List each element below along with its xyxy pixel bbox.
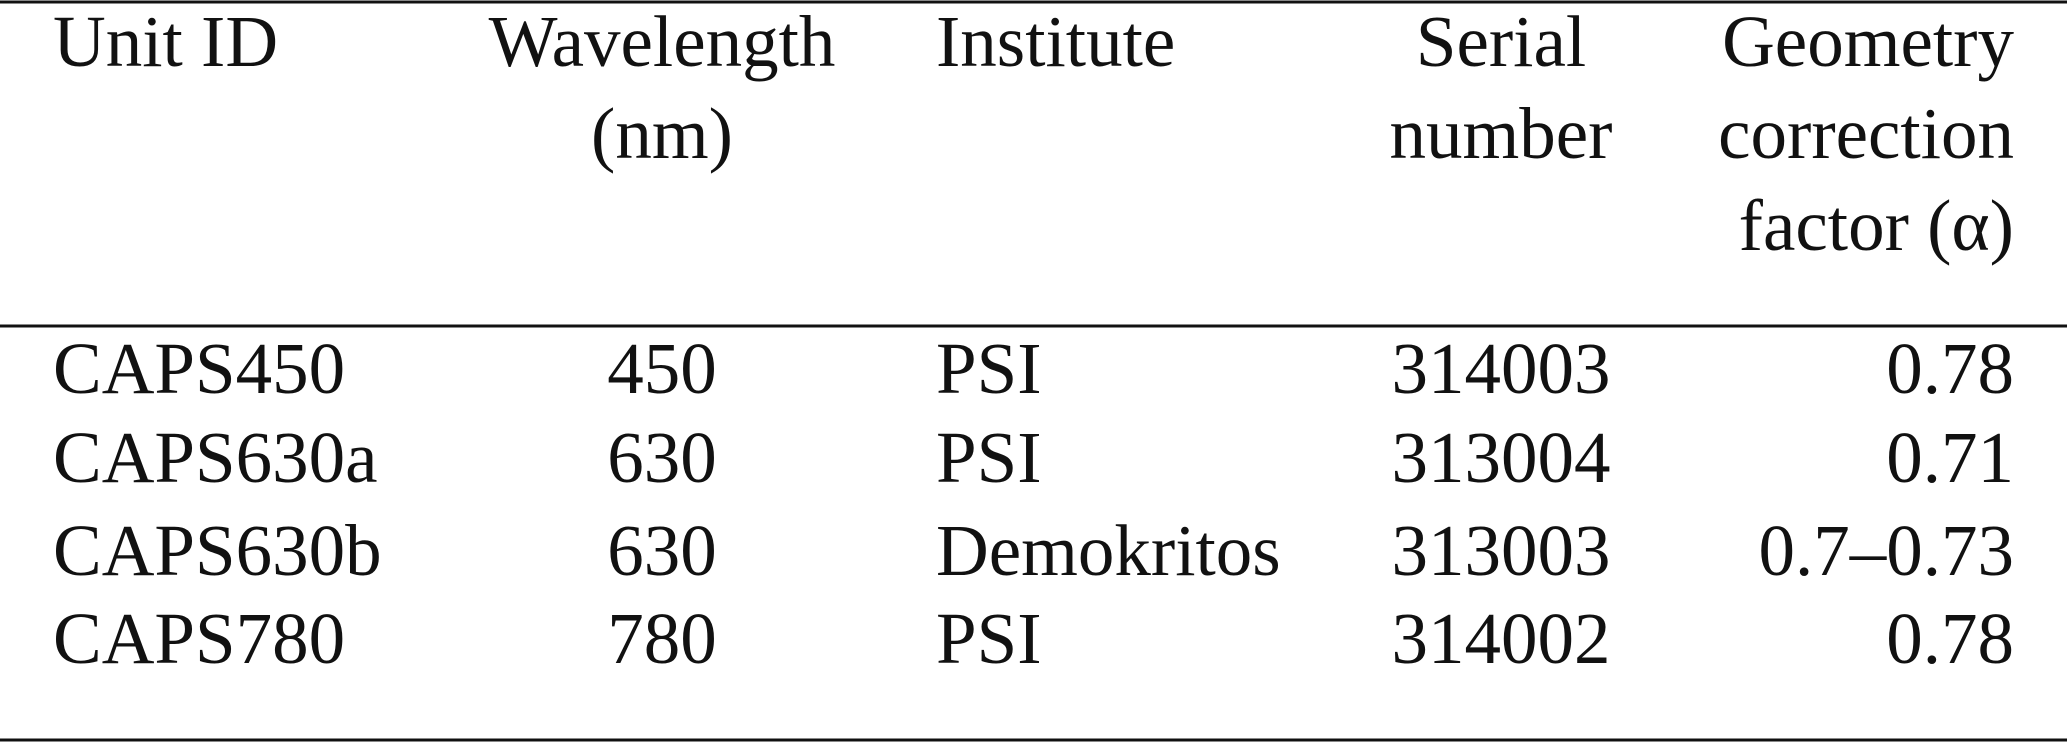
table-cell: 314002 (1392, 598, 1611, 679)
header-cell: Unit ID (53, 1, 278, 82)
header-cell: correction (1718, 93, 2014, 174)
table-cell: CAPS630a (53, 417, 378, 498)
table-cell: 0.7–0.73 (1759, 510, 2015, 591)
table-cell: PSI (936, 328, 1042, 409)
table-cell: 630 (607, 417, 717, 498)
header-cell: Institute (936, 1, 1175, 82)
table-cell: CAPS630b (53, 510, 382, 591)
header-cell: number (1390, 93, 1613, 174)
table-cell: 630 (607, 510, 717, 591)
header-cell: (nm) (591, 93, 733, 174)
header-cell: Wavelength (489, 1, 836, 82)
table-cell: 0.78 (1886, 328, 2014, 409)
header-cell: Geometry (1722, 1, 2014, 82)
table-cell: 314003 (1392, 328, 1611, 409)
table-cell: PSI (936, 598, 1042, 679)
table-cell: 313004 (1392, 417, 1611, 498)
table-cell: CAPS780 (53, 598, 345, 679)
table-cell: Demokritos (936, 510, 1281, 591)
table-cell: 780 (607, 598, 717, 679)
table-cell: 313003 (1392, 510, 1611, 591)
table-cell: 0.78 (1886, 598, 2014, 679)
header-cell: factor (α) (1739, 185, 2014, 266)
table-cell: CAPS450 (53, 328, 345, 409)
table-cell: 0.71 (1886, 417, 2014, 498)
header-cell: Serial (1416, 1, 1586, 82)
table-cell: 450 (607, 328, 717, 409)
table-cell: PSI (936, 417, 1042, 498)
